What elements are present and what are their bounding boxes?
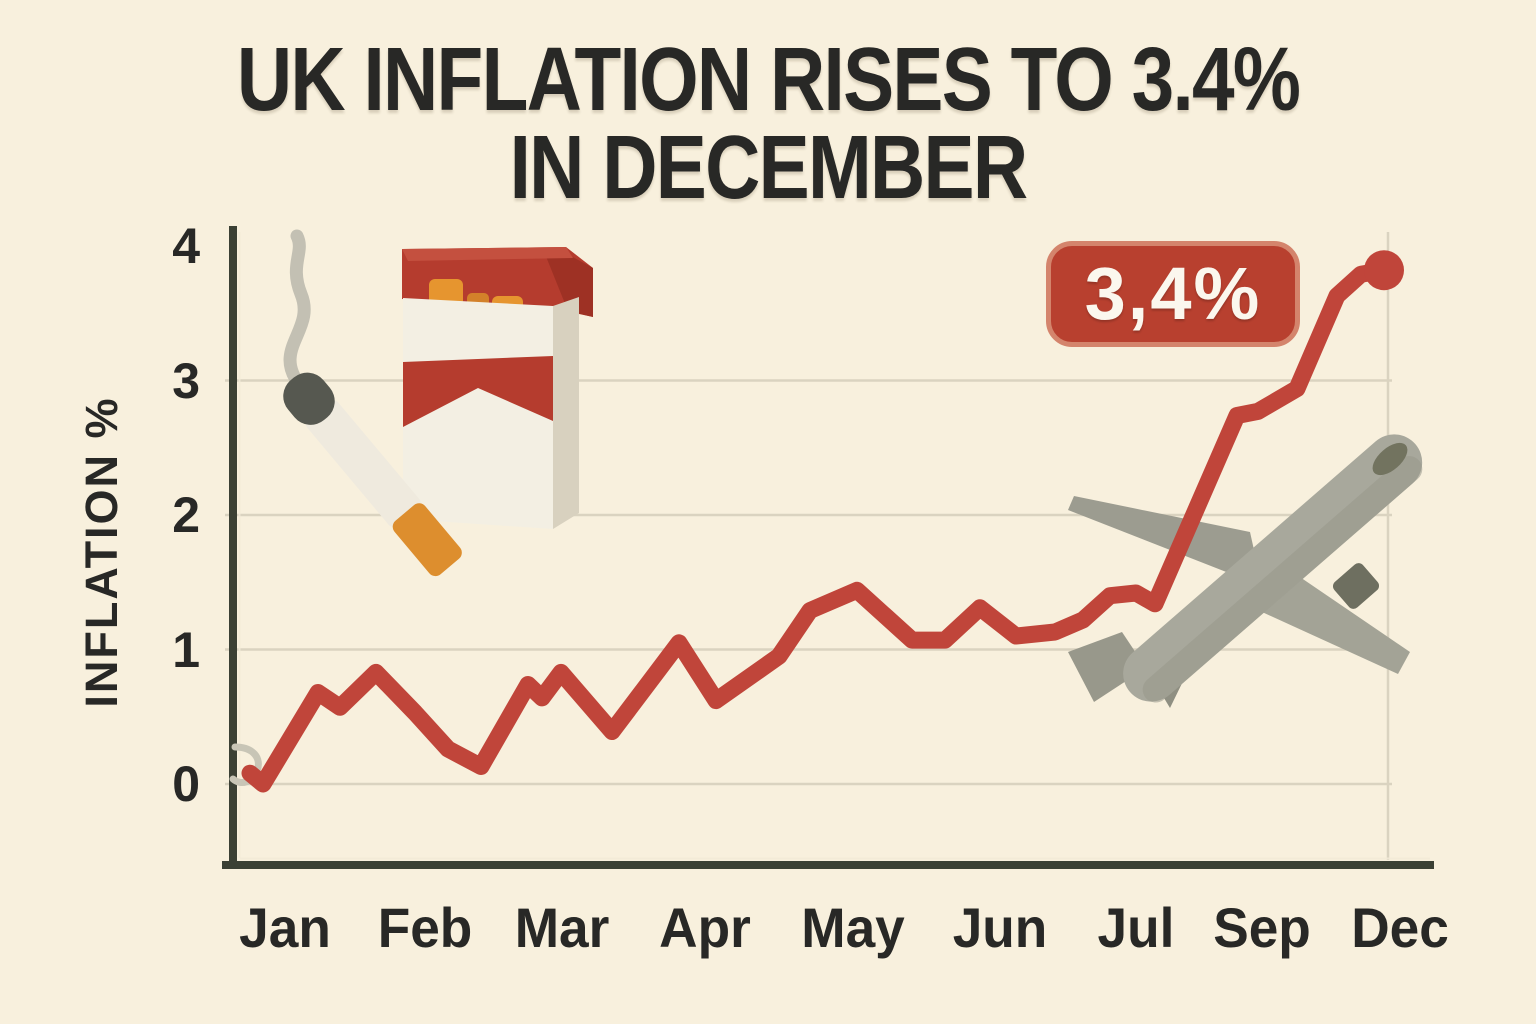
x-tick-label: Jan <box>239 896 331 959</box>
series-end-dot <box>1364 250 1404 291</box>
page-title: UK INFLATION RISES TO 3.4% IN DECEMBER <box>115 30 1421 218</box>
x-tick-label: Jun <box>952 896 1048 959</box>
x-tick-label: May <box>801 896 905 959</box>
airplane-icon <box>1068 434 1423 708</box>
y-tick-label: 0 <box>172 756 200 812</box>
title-line-2: IN DECEMBER <box>509 118 1029 218</box>
x-tick-label: Dec <box>1351 896 1449 959</box>
value-badge: 3,4% <box>1046 241 1300 347</box>
y-tick-label: 1 <box>172 621 200 678</box>
x-axis-line <box>222 861 1434 869</box>
y-tick-label: 4 <box>172 218 200 274</box>
x-tick-label: Jul <box>1097 896 1175 959</box>
title-line-1: UK INFLATION RISES TO 3.4% <box>236 30 1301 130</box>
y-axis-line <box>229 226 237 869</box>
y-tick-label: 2 <box>172 487 200 543</box>
x-tick-label: Mar <box>514 896 610 959</box>
x-tick-label: Feb <box>377 896 473 959</box>
cigarette-icon <box>283 372 462 577</box>
y-tick-label: 3 <box>172 352 200 409</box>
x-tick-label: Sep <box>1213 896 1311 959</box>
smoke-icon <box>283 229 311 391</box>
value-badge-label: 3,4% <box>1084 252 1262 335</box>
cigarette-pack-icon <box>402 247 593 529</box>
inflation-line-series <box>241 261 1393 793</box>
x-tick-label: Apr <box>659 896 751 959</box>
